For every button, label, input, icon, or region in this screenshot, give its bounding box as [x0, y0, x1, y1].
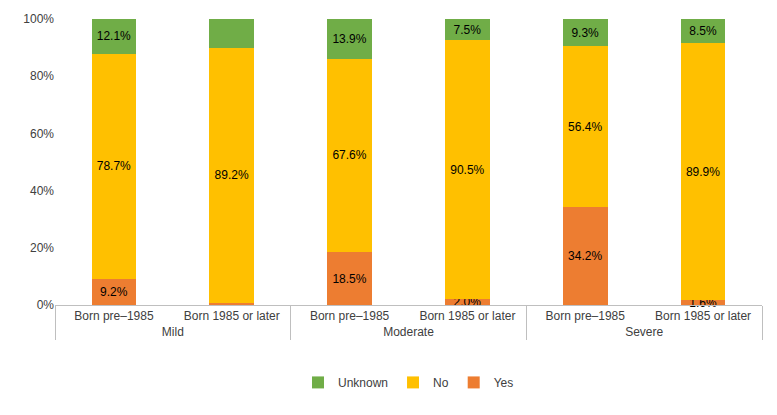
svg-text:Born pre–1985: Born pre–1985 — [546, 309, 626, 323]
svg-text:67.6%: 67.6% — [332, 148, 366, 162]
svg-text:13.9%: 13.9% — [332, 32, 366, 46]
svg-text:Born 1985 or later: Born 1985 or later — [419, 309, 515, 323]
svg-text:60%: 60% — [30, 127, 54, 141]
svg-text:Born pre–1985: Born pre–1985 — [74, 309, 154, 323]
svg-text:12.1%: 12.1% — [97, 29, 131, 43]
svg-text:40%: 40% — [30, 184, 54, 198]
svg-text:Born 1985 or later: Born 1985 or later — [655, 309, 751, 323]
svg-text:Yes: Yes — [494, 376, 514, 390]
svg-text:56.4%: 56.4% — [568, 120, 602, 134]
svg-text:Born 1985 or later: Born 1985 or later — [184, 309, 280, 323]
svg-text:1.6%: 1.6% — [689, 296, 717, 310]
svg-text:20%: 20% — [30, 241, 54, 255]
svg-text:18.5%: 18.5% — [332, 272, 366, 286]
svg-text:Born pre–1985: Born pre–1985 — [310, 309, 390, 323]
svg-text:Mild: Mild — [162, 325, 184, 339]
svg-text:7.5%: 7.5% — [454, 23, 482, 37]
svg-text:9.3%: 9.3% — [571, 26, 599, 40]
svg-text:No: No — [433, 376, 449, 390]
svg-text:34.2%: 34.2% — [568, 249, 602, 263]
svg-text:Moderate: Moderate — [383, 325, 434, 339]
svg-text:90.5%: 90.5% — [450, 163, 484, 177]
svg-text:Severe: Severe — [625, 325, 663, 339]
svg-text:100%: 100% — [23, 12, 54, 26]
svg-text:89.9%: 89.9% — [686, 165, 720, 179]
svg-text:78.7%: 78.7% — [97, 159, 131, 173]
svg-text:2.0%: 2.0% — [454, 295, 482, 309]
svg-text:89.2%: 89.2% — [215, 168, 249, 182]
svg-text:0%: 0% — [37, 298, 55, 312]
svg-text:80%: 80% — [30, 69, 54, 83]
svg-text:9.2%: 9.2% — [100, 285, 128, 299]
svg-text:Unknown: Unknown — [338, 376, 388, 390]
svg-text:8.5%: 8.5% — [689, 24, 717, 38]
